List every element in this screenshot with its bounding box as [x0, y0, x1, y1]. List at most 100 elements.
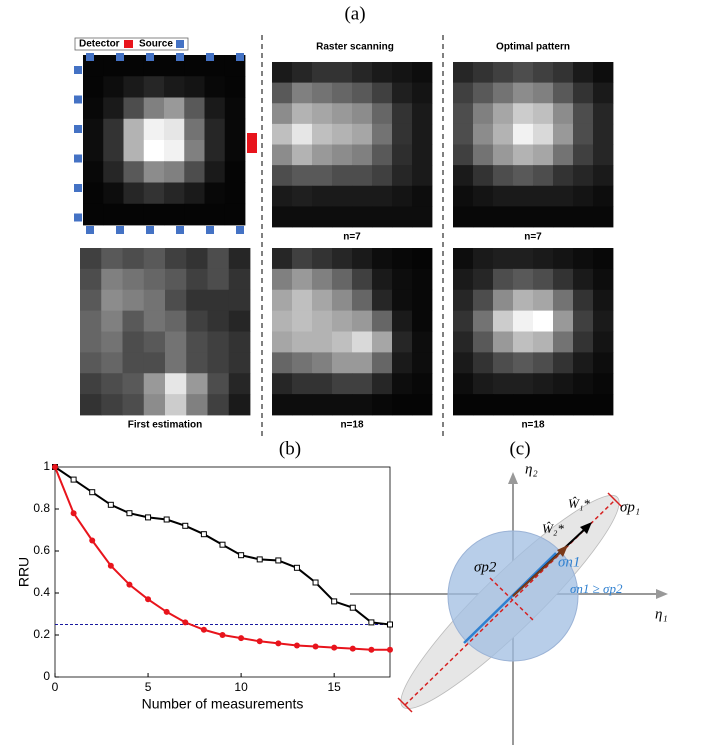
pixel [83, 140, 104, 162]
pixel [292, 62, 312, 83]
axis-label: η₂ [525, 461, 538, 477]
pixel [165, 352, 187, 373]
pixel [553, 206, 573, 227]
pixel [186, 248, 208, 269]
pixel [312, 394, 332, 415]
pixel [553, 290, 573, 311]
pixel [272, 103, 292, 124]
pixel [101, 290, 123, 311]
pixel [593, 290, 613, 311]
pixel [165, 248, 187, 269]
source [146, 226, 154, 234]
marker [183, 523, 188, 528]
pixel [513, 352, 533, 373]
source [74, 125, 82, 133]
pixel [184, 140, 205, 162]
pixel [292, 352, 312, 373]
pixel [392, 352, 412, 373]
pixel [332, 124, 352, 145]
pixel [513, 373, 533, 394]
pixel [372, 394, 392, 415]
pixel [573, 62, 593, 83]
pixel [493, 248, 513, 269]
marker [220, 542, 225, 547]
pixel [453, 332, 473, 353]
pixel [513, 206, 533, 227]
pixel [123, 311, 145, 332]
source [74, 96, 82, 104]
pixel [533, 248, 553, 269]
pixel [493, 373, 513, 394]
pixel [372, 124, 392, 145]
pixel [453, 165, 473, 186]
marker [238, 635, 244, 641]
pixel [392, 124, 412, 145]
pixel [352, 145, 372, 166]
source [74, 214, 82, 222]
pixel [165, 290, 187, 311]
marker [387, 647, 393, 653]
pixel [412, 124, 432, 145]
pixel [352, 124, 372, 145]
pixel [272, 248, 292, 269]
pixel [352, 248, 372, 269]
pixel [332, 352, 352, 373]
pixel [312, 248, 332, 269]
pixel [372, 145, 392, 166]
marker [108, 502, 113, 507]
pixel [332, 83, 352, 104]
pixel [101, 373, 123, 394]
source [86, 53, 94, 61]
pixel [473, 269, 493, 290]
pixel [533, 311, 553, 332]
marker [276, 558, 281, 563]
pixel [593, 352, 613, 373]
x-tick-label: 0 [52, 680, 59, 694]
marker [369, 620, 374, 625]
pixel [184, 55, 205, 77]
pixel [513, 83, 533, 104]
pixel [372, 290, 392, 311]
pixel [103, 161, 124, 183]
pixel [165, 311, 187, 332]
pixel [412, 311, 432, 332]
panel-label: (c) [509, 438, 530, 459]
pixel [513, 103, 533, 124]
pixel [292, 332, 312, 353]
pixel [124, 55, 145, 77]
pixel [553, 165, 573, 186]
pixel [164, 140, 185, 162]
pixel [473, 145, 493, 166]
pixel [513, 124, 533, 145]
pixel [412, 332, 432, 353]
marker [313, 580, 318, 585]
marker [388, 622, 393, 627]
pixel [493, 186, 513, 207]
pixel [83, 119, 104, 141]
pixel [513, 165, 533, 186]
pixel [392, 248, 412, 269]
pixel [412, 145, 432, 166]
pixel [392, 103, 412, 124]
pixel [372, 248, 392, 269]
pixel [473, 373, 493, 394]
pixel [80, 248, 102, 269]
pixel [372, 352, 392, 373]
pixel [332, 165, 352, 186]
x-axis-label: Number of measurements [142, 696, 304, 712]
pixel [412, 206, 432, 227]
source [146, 53, 154, 61]
pixel [124, 204, 145, 226]
pixel [493, 62, 513, 83]
pixel [453, 394, 473, 415]
marker [90, 490, 95, 495]
pixel [453, 352, 473, 373]
pixel [229, 352, 251, 373]
pixel [392, 332, 412, 353]
pixel [533, 103, 553, 124]
x-tick-label: 10 [234, 680, 248, 694]
marker [350, 605, 355, 610]
pixel [101, 352, 123, 373]
pixel [292, 103, 312, 124]
pixel [573, 352, 593, 373]
